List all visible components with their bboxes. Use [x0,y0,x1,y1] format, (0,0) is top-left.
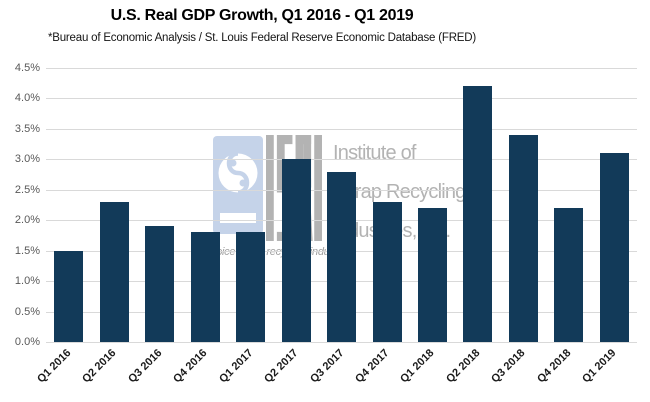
gridline [46,98,637,100]
y-tick-label: 4.0% [14,92,40,105]
gridline [46,159,637,161]
bar-q1-2018 [417,208,447,342]
isri-recycling-logo-icon [213,136,263,234]
chart-subtitle: *Bureau of Economic Analysis / St. Louis… [47,32,477,44]
bar-q2-2018 [463,86,493,342]
y-tick-label: 2.5% [14,183,40,196]
watermark-org-line: Scrap Recycling [333,181,466,203]
chart-header: U.S. Real GDP Growth, Q1 2016 - Q1 2019 … [0,0,524,44]
y-tick-label: 3.0% [14,153,40,166]
chart-title: U.S. Real GDP Growth, Q1 2016 - Q1 2019 [110,7,414,24]
gridline [46,342,637,343]
y-tick-label: 3.5% [14,122,40,135]
bar-q1-2019 [599,153,629,342]
bar-q3-2017 [327,171,356,342]
bar-q4-2018 [554,208,584,342]
bar-q1-2016 [54,250,84,342]
y-tick-label: 0.0% [14,336,40,348]
gridline [46,68,637,69]
bar-q2-2017 [281,159,311,342]
bar-q4-2016 [190,232,220,342]
bar-q1-2017 [236,232,266,342]
watermark-org-line: Institute of [333,142,416,164]
y-tick-label: 4.5% [14,62,40,74]
y-tick-label: 1.5% [14,244,40,257]
bar-q4-2017 [372,202,402,342]
gridline [46,128,637,130]
bar-q2-2016 [99,202,129,342]
bar-q3-2018 [508,135,538,342]
y-tick-label: 1.0% [14,275,40,288]
y-tick-label: 0.5% [14,305,40,318]
bar-q3-2016 [145,226,175,342]
y-tick-label: 2.0% [14,214,40,227]
